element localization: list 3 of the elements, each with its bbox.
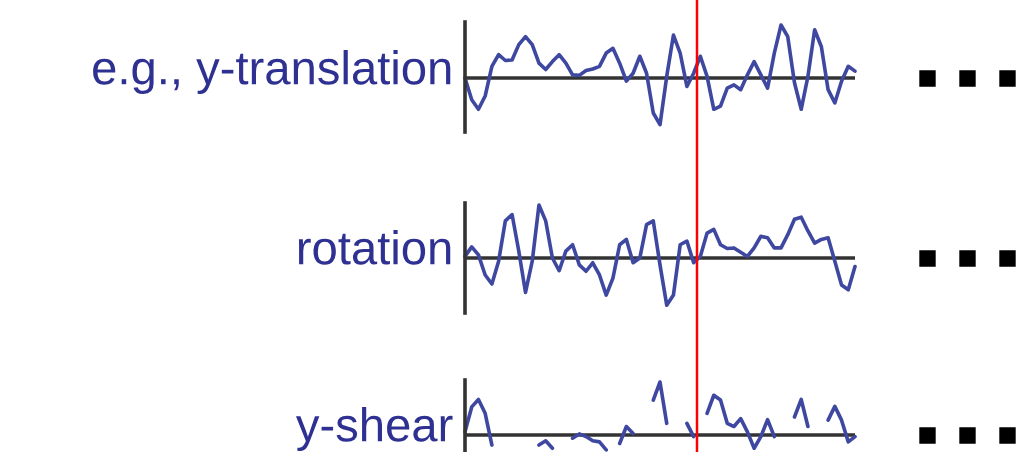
y-axis-title: rotation <box>298 229 451 265</box>
y-axis-title: e.g., y-translation <box>93 49 451 95</box>
y-axis-title: y-shear <box>295 406 453 452</box>
